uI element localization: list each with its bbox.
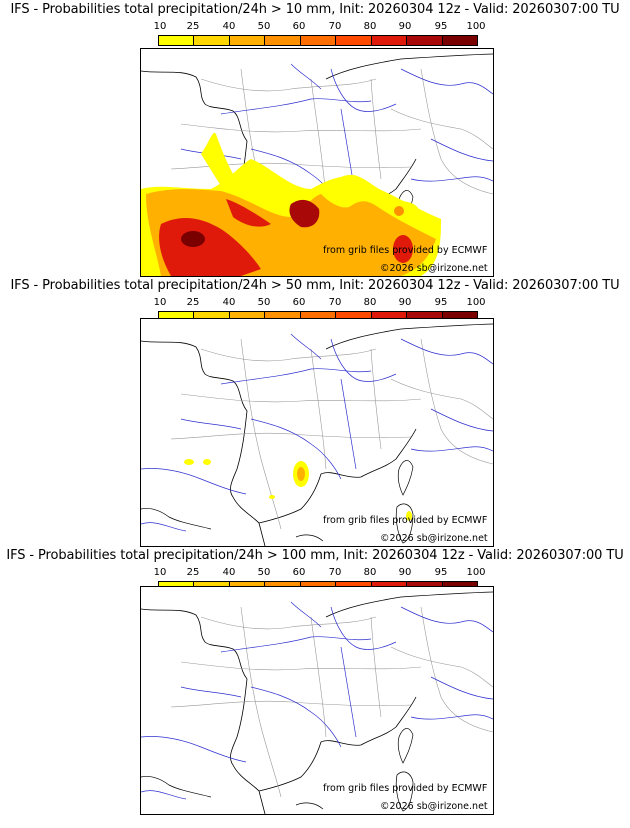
colorbar-cell <box>442 312 477 321</box>
copyright: ©2026 sb@irizone.net <box>380 533 488 544</box>
colorbar-ticks: 10 25 40 50 60 70 80 90 95 100 <box>140 567 486 579</box>
colorbar-cell <box>407 36 443 45</box>
panel-title: IFS - Probabilities total precipitation/… <box>10 278 620 293</box>
colorbar-tick-label: 25 <box>186 21 200 32</box>
colorbar-cell <box>442 36 477 45</box>
colorbar-cell <box>265 36 301 45</box>
colorbar-tick-label: 10 <box>153 21 167 32</box>
map-panel-3: IFS - Probabilities total precipitation/… <box>0 546 630 822</box>
map-svg <box>141 591 493 814</box>
colorbar-tick-label: 40 <box>222 567 236 578</box>
colorbar-tick-label: 60 <box>292 297 306 308</box>
colorbar-cell <box>336 36 372 45</box>
colorbar-tick-label: 70 <box>328 297 342 308</box>
map-svg <box>141 323 493 546</box>
colorbar-tick-label: 80 <box>363 567 377 578</box>
colorbar-cell <box>194 312 230 321</box>
colorbar-tick-label: 95 <box>434 21 448 32</box>
colorbar-tick-label: 100 <box>466 567 486 578</box>
colorbar-tick-label: 60 <box>292 21 306 32</box>
colorbar-tick-label: 80 <box>363 21 377 32</box>
basemap <box>141 323 493 546</box>
colorbar-cell <box>194 36 230 45</box>
colorbar-cell <box>229 312 266 321</box>
colorbar-tick-label: 60 <box>292 567 306 578</box>
copyright: ©2026 sb@irizone.net <box>380 801 488 812</box>
source-credit: from grib files provided by ECMWF <box>323 245 488 256</box>
colorbar-tick-label: 70 <box>328 567 342 578</box>
colorbar-tick-label: 50 <box>257 21 271 32</box>
colorbar-tick-label: 50 <box>257 297 271 308</box>
colorbar-tick-label: 95 <box>434 297 448 308</box>
colorbar-tick-label: 10 <box>153 297 167 308</box>
map-area: from grib files provided by ECMWF ©2026 … <box>140 318 494 547</box>
colorbar-cell <box>407 312 443 321</box>
source-credit: from grib files provided by ECMWF <box>323 783 488 794</box>
colorbar <box>158 35 478 46</box>
colorbar-tick-label: 40 <box>222 297 236 308</box>
basemap <box>141 591 493 814</box>
map-panel-1: IFS - Probabilities total precipitation/… <box>0 0 630 277</box>
source-credit: from grib files provided by ECMWF <box>323 515 488 526</box>
colorbar-cell <box>371 36 408 45</box>
map-area: from grib files provided by ECMWF ©2026 … <box>140 48 494 277</box>
colorbar-tick-label: 100 <box>466 21 486 32</box>
colorbar-cell <box>265 312 301 321</box>
panel-title: IFS - Probabilities total precipitation/… <box>10 2 620 17</box>
colorbar-tick-label: 50 <box>257 567 271 578</box>
colorbar-cell <box>159 36 195 45</box>
colorbar-ticks: 10 25 40 50 60 70 80 90 95 100 <box>140 297 486 309</box>
panel-title: IFS - Probabilities total precipitation/… <box>6 548 624 563</box>
colorbar-cell <box>300 36 337 45</box>
colorbar-ticks: 10 25 40 50 60 70 80 90 95 100 <box>140 21 486 33</box>
precip-overlay <box>184 459 412 521</box>
map-panel-2: IFS - Probabilities total precipitation/… <box>0 276 630 552</box>
colorbar-tick-label: 95 <box>434 567 448 578</box>
colorbar-tick-label: 70 <box>328 21 342 32</box>
copyright: ©2026 sb@irizone.net <box>380 263 488 274</box>
colorbar-cell <box>371 312 408 321</box>
map-area: from grib files provided by ECMWF ©2026 … <box>140 586 494 815</box>
colorbar-cell <box>336 312 372 321</box>
colorbar-tick-label: 25 <box>186 567 200 578</box>
precip-overlay <box>141 132 441 276</box>
colorbar-tick-label: 25 <box>186 297 200 308</box>
colorbar-cell <box>159 312 195 321</box>
colorbar-tick-label: 90 <box>398 297 412 308</box>
colorbar-tick-label: 100 <box>466 297 486 308</box>
colorbar-tick-label: 40 <box>222 21 236 32</box>
colorbar-tick-label: 10 <box>153 567 167 578</box>
colorbar-tick-label: 80 <box>363 297 377 308</box>
map-svg <box>141 53 493 276</box>
colorbar-tick-label: 90 <box>398 567 412 578</box>
colorbar-cell <box>300 312 337 321</box>
colorbar-cell <box>229 36 266 45</box>
colorbar-tick-label: 90 <box>398 21 412 32</box>
